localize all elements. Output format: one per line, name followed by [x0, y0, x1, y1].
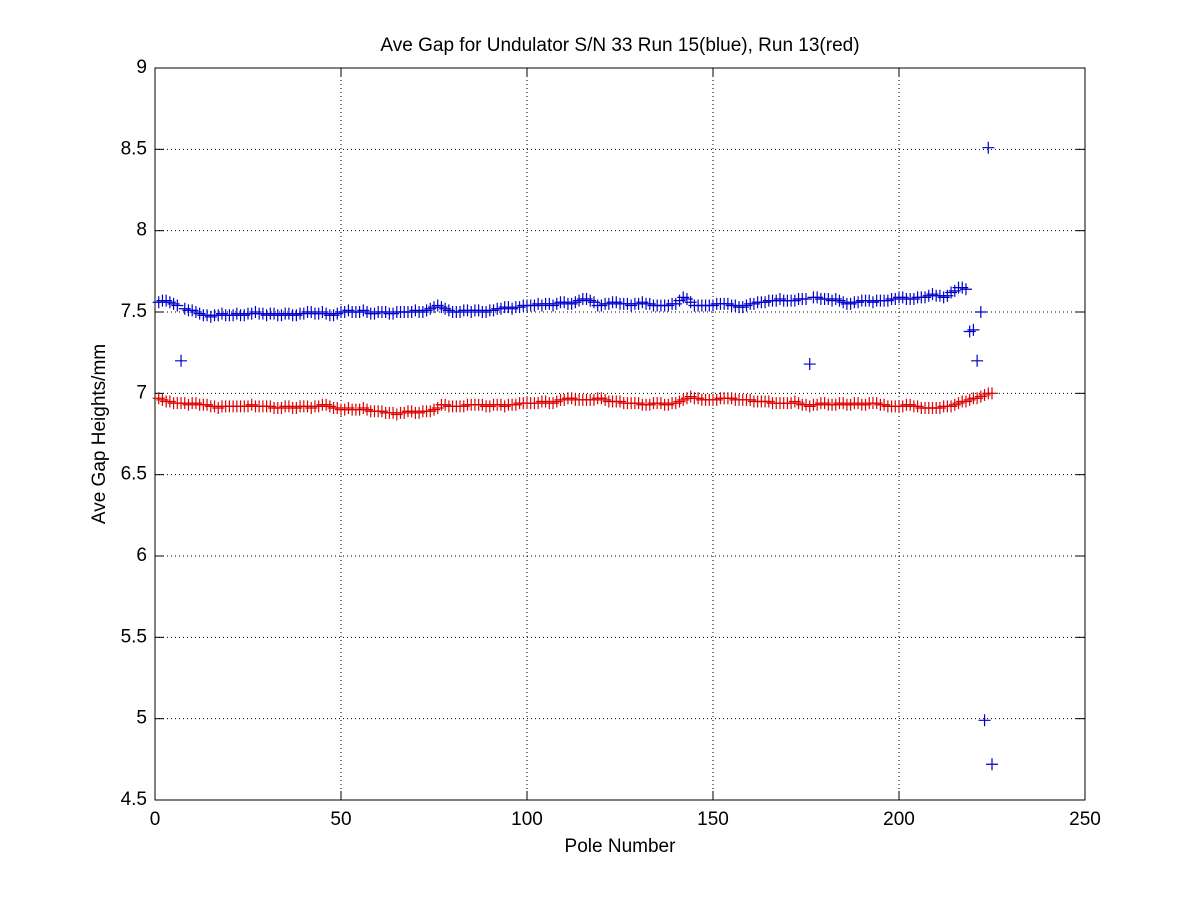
data-point	[986, 387, 998, 400]
y-tick-label: 5	[136, 708, 147, 729]
data-point	[974, 306, 987, 318]
data-point	[978, 714, 991, 727]
x-tick-label: 50	[330, 809, 351, 830]
data-point	[959, 283, 972, 296]
data-point	[803, 358, 816, 371]
data-point	[971, 354, 984, 367]
y-tick-label: 4.5	[121, 789, 147, 810]
data-point	[982, 141, 995, 154]
x-tick-label: 100	[511, 809, 543, 830]
y-tick-label: 9	[136, 57, 147, 78]
data-point	[967, 323, 980, 336]
data-point	[800, 292, 812, 305]
data-point	[986, 758, 998, 771]
x-tick-label: 200	[883, 809, 915, 830]
plot-frame	[154, 67, 1086, 801]
x-tick-label: 150	[697, 809, 729, 830]
y-tick-label: 8.5	[121, 138, 147, 159]
x-tick-label: 0	[150, 809, 161, 830]
x-tick-label: 250	[1069, 809, 1101, 830]
chart-title: Ave Gap for Undulator S/N 33 Run 15(blue…	[380, 35, 859, 56]
y-tick-label: 5.5	[121, 626, 147, 647]
data-point	[175, 354, 188, 367]
y-tick-label: 6	[136, 545, 147, 566]
y-tick-label: 7	[136, 382, 147, 403]
y-axis-label: Ave Gap Heights/mm	[89, 344, 110, 524]
y-tick-label: 7.5	[121, 301, 147, 322]
x-axis-label: Pole Number	[565, 836, 677, 857]
y-tick-label: 8	[136, 220, 147, 241]
y-tick-label: 6.5	[121, 464, 147, 485]
data-point	[171, 299, 184, 312]
